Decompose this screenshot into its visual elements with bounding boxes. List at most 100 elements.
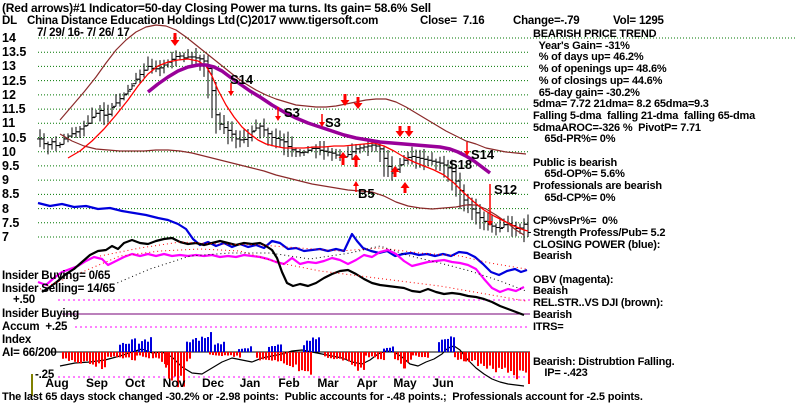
month-label: Nov xyxy=(162,376,186,390)
trade-signal-label: S14 xyxy=(471,147,495,162)
volume-value: Vol= 1295 xyxy=(613,15,664,27)
stats-panel-line: % of closings up= 44.6% xyxy=(533,74,663,87)
stats-panel-line: 65d-OP%= 5.6% xyxy=(533,168,625,181)
stats-panel-line: Public is bearish xyxy=(533,156,618,169)
month-label: Jun xyxy=(432,376,454,390)
ai-value: AI= 66/200 xyxy=(2,347,57,359)
arrow-head xyxy=(170,40,180,46)
stats-panel-line: 65d-CP%= 0% xyxy=(533,191,616,204)
price-tick-label: 8 xyxy=(2,201,9,216)
indicator-line-red-dotted-ma-lower xyxy=(39,248,527,302)
arrow-head xyxy=(353,103,363,109)
price-tick-label: 10.5 xyxy=(2,130,27,145)
stats-panel-line: OBV (magenta): xyxy=(533,273,614,286)
indicator-line-rel-str-vs-dji xyxy=(41,236,525,317)
arrow-head xyxy=(340,100,350,106)
ticker-symbol: DL xyxy=(2,15,17,27)
stats-panel-line: 65-day gain= -30.2% xyxy=(533,86,640,99)
arrow-head xyxy=(395,131,405,137)
stats-panel-line: IP= -.423 xyxy=(533,367,588,380)
close-value: Close= 7.16 xyxy=(420,15,485,27)
price-tick-label: 11 xyxy=(2,116,16,131)
price-tick-label: 12 xyxy=(2,87,16,102)
insider-buying-count: Insider Buying= 0/65 xyxy=(2,270,111,282)
price-tick-label: 12.5 xyxy=(2,73,27,88)
arrow-head xyxy=(464,151,470,156)
price-tick-label: 7 xyxy=(2,230,9,244)
price-tick-label: 9.5 xyxy=(2,158,20,173)
stats-panel-line: Strength Profess/Pub= 5.2 xyxy=(533,226,666,239)
arrow-head xyxy=(228,91,234,96)
change-value: Change=-.79 xyxy=(513,15,580,27)
stats-panel-line: Bearish: Distrubtion Falling. xyxy=(533,355,675,368)
accum-index-title-3: Index xyxy=(2,334,32,346)
price-tick-label: 7.5 xyxy=(2,215,20,230)
stats-panel-line: % of openings up= 48.6% xyxy=(533,63,667,76)
month-label: Aug xyxy=(45,376,69,390)
stats-panel-line: 5dma= 7.72 21dma= 8.2 65dma=9.3 xyxy=(533,98,709,111)
stats-panel-line: CP%vsPr%= 0% xyxy=(533,215,618,228)
month-label: Sep xyxy=(85,376,108,390)
price-tick-label: 8.5 xyxy=(2,187,20,202)
stats-panel-line: ITRS= xyxy=(533,320,564,333)
stats-panel-line: Professionals are bearish xyxy=(533,180,662,193)
price-tick-label: 13.5 xyxy=(2,45,27,60)
arrow-head xyxy=(487,221,493,226)
scale-plus-50: +.50 xyxy=(13,294,35,306)
company-name: China Distance Education Holdings Ltd xyxy=(27,15,235,27)
stats-panel-line: CLOSING POWER (blue): xyxy=(533,238,661,251)
arrow-head xyxy=(400,182,410,188)
trade-signal-label: S12 xyxy=(494,182,517,197)
indicator-line-lower-band xyxy=(59,133,525,236)
stats-panel-line: Bearish xyxy=(533,308,572,321)
stats-panel-line: Year's Gain= -31% xyxy=(533,39,630,52)
month-label: Mar xyxy=(317,376,339,390)
indicator-line-21dma xyxy=(67,58,529,232)
month-label: Oct xyxy=(124,376,145,390)
arrow-head xyxy=(319,122,325,127)
month-label: Apr xyxy=(356,376,378,390)
month-label: Feb xyxy=(278,376,300,390)
arrow-head xyxy=(353,181,359,186)
indicator-line-65dma xyxy=(146,63,492,175)
copyright-text: (C)2017 www.tigersoft.com xyxy=(236,15,379,27)
stats-panel-line: 65d-PR%= 0% xyxy=(533,133,616,146)
stats-panel-line: Bearish xyxy=(533,250,572,263)
trade-signal-label: S3 xyxy=(325,115,341,130)
month-label: Jan xyxy=(239,376,261,390)
month-label: May xyxy=(393,376,417,390)
accum-index-title-2: Accum +.25 xyxy=(2,321,68,333)
date-range: 7/ 29/ 16- 7/ 26/ 17 xyxy=(37,27,130,39)
month-label: Dec xyxy=(201,376,224,390)
indicator-headline: (Red arrows)#1 Indicator=50-day Closing … xyxy=(2,1,431,15)
price-tick-label: 14 xyxy=(2,31,16,45)
stats-panel-line: Beaish xyxy=(533,285,568,298)
price-tick-label: 9 xyxy=(2,173,9,188)
arrow-head xyxy=(390,166,400,172)
price-tick-label: 13 xyxy=(2,59,16,74)
stats-panel-line: % of days up= 46.2% xyxy=(533,51,644,64)
indicator-line-closing-power xyxy=(37,201,528,277)
stats-panel-line: 5dmaAROC=-326 % PivotP= 7.71 xyxy=(533,121,701,134)
accum-index-title-1: Insider Buying xyxy=(2,308,80,320)
indicator-line-red-dotted-ma-upper xyxy=(99,241,527,270)
arrow-head xyxy=(275,116,281,121)
trade-signal-label: S3 xyxy=(284,105,300,120)
price-tick-label: 10 xyxy=(2,144,16,159)
scale-minus-25: -.25 xyxy=(35,369,55,381)
arrow-head xyxy=(404,131,414,137)
insider-selling-count: Insider Selling= 14/65 xyxy=(2,283,115,295)
trade-signal-label: S14 xyxy=(230,72,254,87)
trade-signal-label: S18 xyxy=(449,157,472,172)
summary-status-line: The last 65 days stock changed -30.2% or… xyxy=(2,391,643,403)
stats-panel-line: REL.STR..VS DJI (brown): xyxy=(533,297,664,310)
trade-signal-label: B5 xyxy=(358,186,375,201)
price-tick-label: 11.5 xyxy=(2,102,26,117)
arrow-head xyxy=(338,152,348,158)
stats-panel-line: BEARISH PRICE TREND xyxy=(533,28,657,40)
indicator-line-upper-band xyxy=(59,24,527,155)
arrow-head xyxy=(351,154,361,160)
stats-panel-line: Falling 5-dma falling 21-dma falling 65-… xyxy=(533,109,756,122)
